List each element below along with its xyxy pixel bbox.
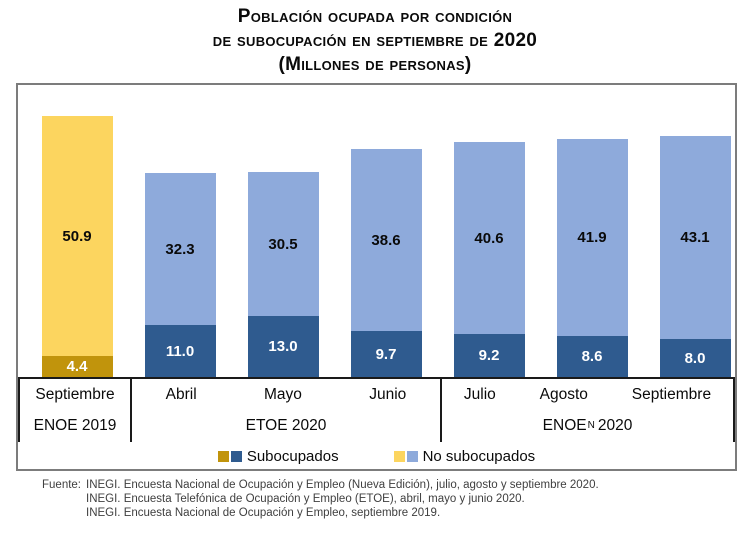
axis-month-label: Septiembre	[35, 385, 115, 403]
bar-segment-subocupados: 9.2	[453, 334, 525, 377]
axis-group-enoe-2019: Septiembre ENOE 2019	[20, 379, 132, 442]
bar-segment-subocupados: 9.7	[350, 331, 422, 377]
axis-month-label: Julio	[463, 385, 496, 403]
bar-value-label: 8.0	[684, 349, 706, 367]
axis-months-row: Septiembre	[20, 379, 130, 411]
axis-months-row: Abril Mayo Junio	[132, 379, 440, 411]
legend-item-no-subocupados: No subocupados	[393, 447, 536, 465]
axis-group-label-text: ENOE	[542, 417, 587, 435]
plot-area: 50.9 4.4 32.3 11.0 30.5 13.0 38.6 9.7 40.6 9.2 41.…	[18, 85, 735, 377]
bar-value-label: 30.5	[268, 235, 298, 253]
chart-title: Población ocupada por condición de suboc…	[0, 5, 750, 77]
source-line: INEGI. Encuesta Nacional de Ocupación y …	[86, 507, 441, 519]
stacked-bar-septiembre: 50.9 4.4	[41, 116, 113, 377]
bar-value-label: 38.6	[371, 231, 401, 249]
bar-value-label: 43.1	[680, 229, 710, 246]
axis-months-row: Julio Agosto Septiembre	[442, 379, 733, 411]
bar-value-label: 13.0	[268, 338, 298, 355]
legend-swatch-light-blue	[406, 450, 418, 462]
bar-segment-subocupados: 8.0	[659, 339, 731, 377]
stacked-bar-julio: 40.6 9.2	[453, 142, 525, 377]
bar-segment-no-subocupados: 38.6	[350, 149, 422, 331]
bar-value-label: 11.0	[165, 342, 195, 360]
bar-value-label: 4.4	[66, 358, 88, 375]
axis-group-label-text: ENOE 2019	[33, 417, 117, 435]
chart-area: 50.9 4.4 32.3 11.0 30.5 13.0 38.6 9.7 40.6 9.2 41.…	[16, 83, 737, 471]
legend-swatch-gold	[217, 450, 229, 462]
stacked-bar-abril: 32.3 11.0	[144, 173, 216, 377]
bar-segment-no-subocupados: 30.5	[247, 172, 319, 316]
stacked-bar-junio: 38.6 9.7	[350, 149, 422, 377]
axis-month-label: Abril	[165, 385, 197, 403]
axis-group-label: ETOE 2020	[132, 411, 440, 443]
bar-segment-subocupados: 11.0	[144, 325, 216, 377]
legend-swatch-yellow	[393, 450, 405, 462]
legend-label: No subocupados	[422, 447, 536, 465]
bar-segment-no-subocupados: 43.1	[659, 136, 731, 339]
bar-value-label: 9.7	[375, 345, 397, 363]
bar-value-label: 41.9	[577, 229, 607, 246]
axis-group-etoe-2020: Abril Mayo Junio ETOE 2020	[132, 379, 440, 442]
source-note: Fuente: INEGI. Encuesta Nacional de Ocup…	[42, 478, 599, 520]
bar-segment-no-subocupados: 41.9	[556, 139, 628, 336]
chart-title-line2: de subocupación en septiembre de 2020	[212, 30, 538, 51]
bar-value-label: 50.9	[62, 227, 92, 245]
legend: Subocupados No subocupados	[18, 442, 735, 470]
bar-segment-subocupados: 8.6	[556, 336, 628, 377]
axis-month-label: Junio	[369, 385, 407, 403]
bar-segment-subocupados: 13.0	[247, 316, 319, 377]
legend-label: Subocupados	[246, 447, 339, 465]
axis-month-label: Agosto	[539, 385, 588, 403]
axis-month-label: Septiembre	[631, 385, 712, 403]
bar-segment-no-subocupados: 32.3	[144, 173, 216, 325]
source-line: INEGI. Encuesta Nacional de Ocupación y …	[86, 479, 599, 491]
legend-swatch-dark-blue	[230, 450, 242, 462]
axis-group-label-text: ETOE 2020	[245, 417, 327, 435]
axis-month-label: Mayo	[264, 385, 302, 403]
chart-title-line1: Población ocupada por condición	[237, 6, 513, 27]
source-note-prefix: Fuente:	[42, 479, 81, 491]
axis-group-label-year: 2020	[597, 417, 633, 435]
stacked-bar-septiembre: 43.1 8.0	[659, 136, 731, 377]
source-line: INEGI. Encuesta Telefónica de Ocupación …	[86, 493, 525, 505]
x-axis-label-table: Septiembre ENOE 2019 Abril Mayo Junio ET…	[18, 377, 735, 442]
bar-segment-no-subocupados: 50.9	[41, 116, 113, 356]
axis-group-enoen-2020: Julio Agosto Septiembre ENOE N 2020	[440, 379, 733, 442]
chart-title-line3: (Millones de personas)	[278, 54, 472, 75]
bar-segment-subocupados: 4.4	[41, 356, 113, 377]
bar-value-label: 9.2	[478, 347, 500, 364]
legend-item-subocupados: Subocupados	[217, 447, 339, 465]
stacked-bar-agosto: 41.9 8.6	[556, 139, 628, 377]
bar-value-label: 40.6	[474, 229, 504, 247]
axis-group-label: ENOE N 2020	[542, 417, 633, 435]
bar-value-label: 8.6	[581, 348, 603, 365]
axis-group-label: ENOE 2019	[20, 411, 130, 443]
bar-segment-no-subocupados: 40.6	[453, 142, 525, 334]
source-note-lines: INEGI. Encuesta Nacional de Ocupación y …	[86, 478, 599, 520]
bar-value-label: 32.3	[165, 240, 195, 258]
stacked-bar-mayo: 30.5 13.0	[247, 172, 319, 377]
